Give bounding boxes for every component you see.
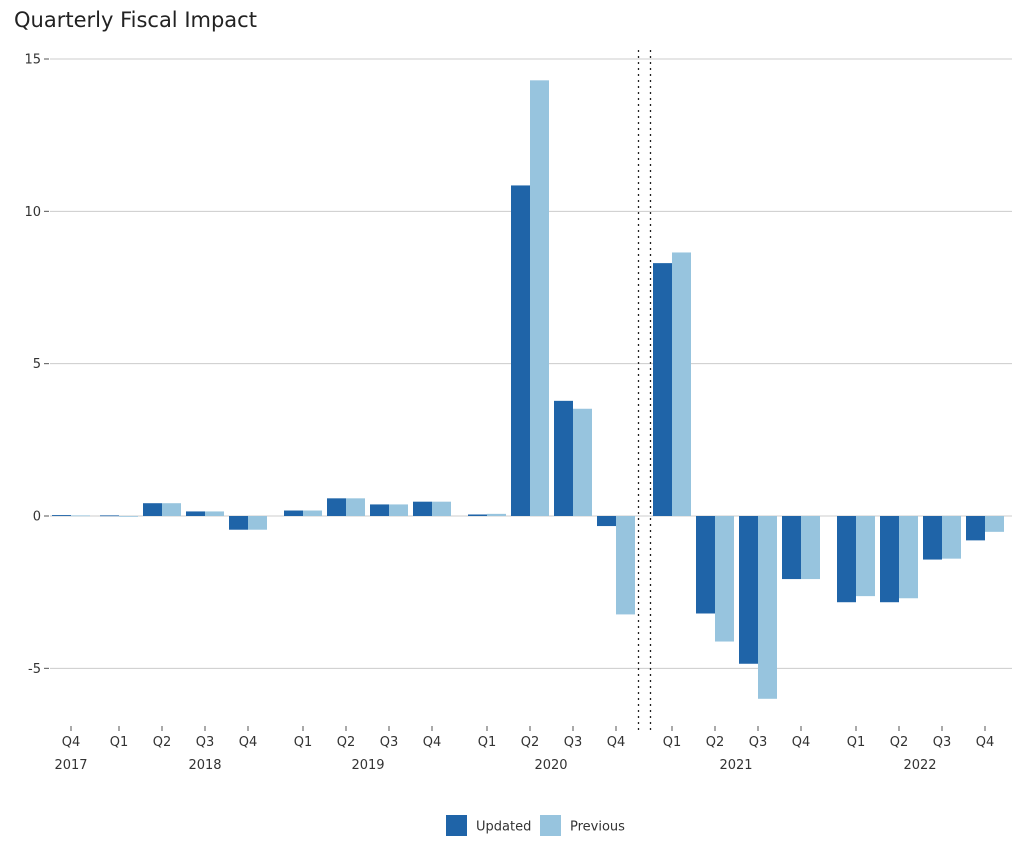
bar-previous — [303, 510, 322, 516]
bar-previous — [616, 516, 635, 615]
x-tick-label: Q4 — [239, 735, 258, 750]
x-tick-label: Q1 — [478, 735, 497, 750]
bar-updated — [186, 511, 205, 516]
x-tick-label: Q3 — [380, 735, 399, 750]
bar-updated — [511, 185, 530, 517]
y-tick-label: 15 — [24, 53, 41, 68]
x-tick-label: Q3 — [564, 735, 583, 750]
bar-updated — [370, 504, 389, 516]
year-label: 2021 — [719, 758, 752, 773]
bar-previous — [985, 516, 1004, 532]
x-tick-label: Q4 — [62, 735, 81, 750]
y-tick-label: 10 — [24, 205, 41, 220]
bar-previous — [942, 516, 961, 559]
year-label: 2020 — [534, 758, 567, 773]
y-tick-label: 5 — [33, 357, 41, 372]
bar-updated — [880, 516, 899, 603]
x-tick-label: Q4 — [792, 735, 811, 750]
chart-title: Quarterly Fiscal Impact — [14, 8, 257, 32]
bar-updated — [837, 516, 856, 603]
x-tick-label: Q1 — [110, 735, 129, 750]
y-tick-label: -5 — [28, 662, 41, 677]
bar-updated — [327, 498, 346, 516]
bar-previous — [205, 511, 224, 516]
bar-updated — [143, 503, 162, 516]
bar-previous — [758, 516, 777, 699]
year-label: 2022 — [903, 758, 936, 773]
bar-updated — [782, 516, 801, 580]
legend-label: Previous — [570, 820, 625, 835]
bar-previous — [573, 408, 592, 516]
legend-label: Updated — [476, 820, 531, 835]
bar-updated — [413, 501, 432, 516]
x-tick-label: Q2 — [706, 735, 725, 750]
bar-previous — [715, 516, 734, 642]
x-tick-label: Q4 — [607, 735, 626, 750]
bar-updated — [739, 516, 758, 664]
bar-previous — [248, 516, 267, 530]
bar-updated — [52, 515, 71, 516]
bar-updated — [923, 516, 942, 560]
x-tick-label: Q1 — [294, 735, 313, 750]
bar-updated — [554, 400, 573, 516]
bar-previous — [71, 515, 90, 517]
bar-updated — [966, 516, 985, 541]
x-tick-label: Q2 — [890, 735, 909, 750]
x-tick-label: Q4 — [423, 735, 442, 750]
year-label: 2018 — [188, 758, 221, 773]
x-tick-label: Q4 — [976, 735, 995, 750]
bar-updated — [597, 516, 616, 527]
y-tick-label: 0 — [33, 510, 41, 525]
bar-previous — [801, 516, 820, 580]
bar-updated — [653, 263, 672, 516]
bar-previous — [389, 504, 408, 516]
year-label: 2019 — [351, 758, 384, 773]
x-tick-label: Q2 — [337, 735, 356, 750]
x-tick-label: Q2 — [521, 735, 540, 750]
bar-updated — [100, 515, 119, 517]
bar-previous — [432, 501, 451, 516]
bar-previous — [530, 80, 549, 517]
bar-previous — [119, 516, 138, 517]
x-tick-label: Q2 — [153, 735, 172, 750]
bar-previous — [346, 498, 365, 516]
year-label: 2017 — [54, 758, 87, 773]
bar-updated — [284, 510, 303, 516]
bar-updated — [229, 516, 248, 530]
x-tick-label: Q3 — [933, 735, 952, 750]
x-tick-label: Q3 — [749, 735, 768, 750]
bar-previous — [856, 516, 875, 597]
bar-previous — [162, 503, 181, 516]
bar-updated — [468, 514, 487, 516]
x-tick-label: Q1 — [663, 735, 682, 750]
bar-updated — [696, 516, 715, 614]
legend-swatch-updated — [446, 815, 467, 836]
legend-swatch-previous — [540, 815, 561, 836]
bar-previous — [487, 513, 506, 516]
bar-previous — [672, 252, 691, 517]
bar-previous — [899, 516, 918, 599]
x-tick-label: Q3 — [196, 735, 215, 750]
x-tick-label: Q1 — [847, 735, 866, 750]
